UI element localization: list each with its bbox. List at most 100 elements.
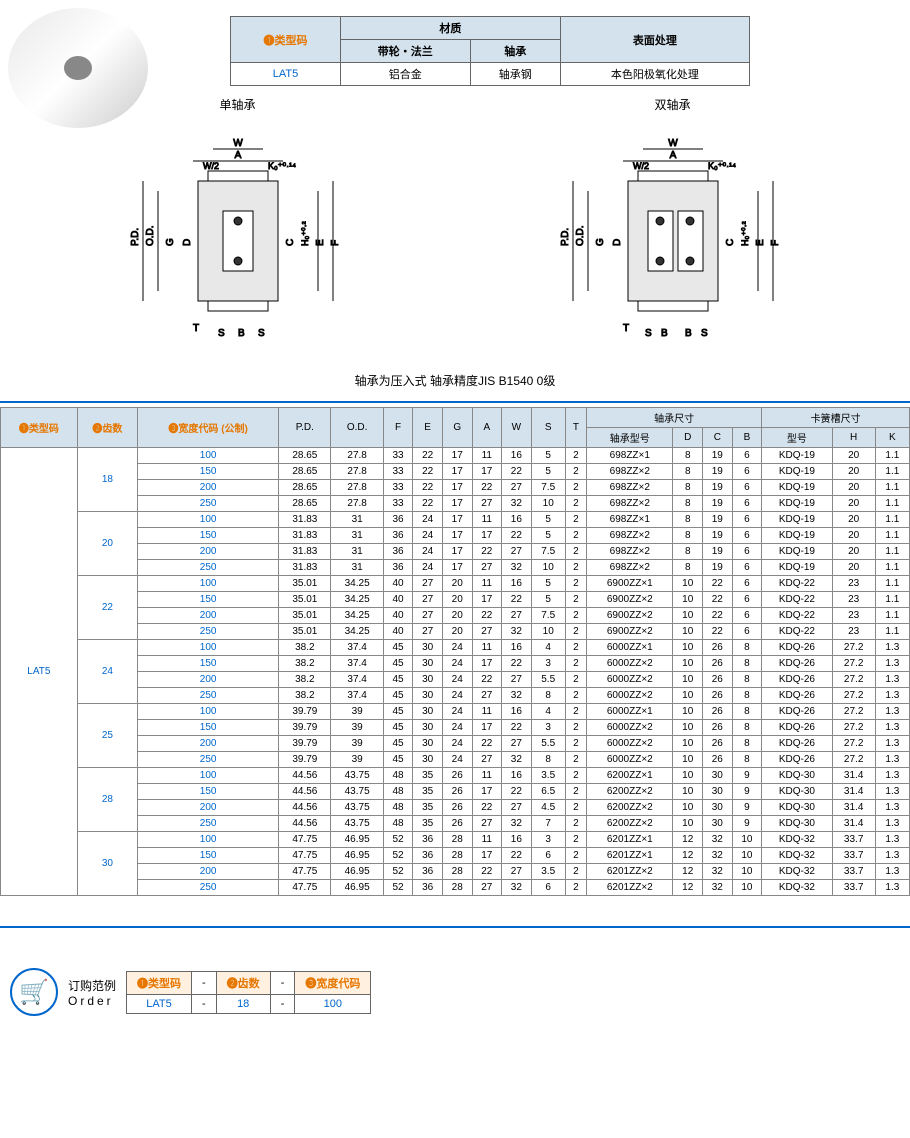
data-cell: KDQ-26: [762, 736, 832, 752]
data-cell: 39.79: [279, 752, 331, 768]
main-table: ❶类型码 ❷齿数 ❸宽度代码 (公制) P.D. O.D. F E G A W …: [0, 407, 910, 896]
data-cell: 33.7: [832, 848, 875, 864]
data-cell: 17: [472, 592, 502, 608]
cart-icon: 🛒: [10, 968, 58, 1016]
h-snap: 卡簧槽尺寸: [762, 408, 910, 428]
data-cell: 27.2: [832, 656, 875, 672]
table-row: 25044.5643.754835262732726200ZZ×210309KD…: [1, 816, 910, 832]
data-cell: 1.3: [875, 752, 909, 768]
data-cell: 34.25: [331, 592, 383, 608]
data-cell: 16: [502, 448, 532, 464]
data-cell: 2: [565, 752, 586, 768]
width-cell: 150: [138, 720, 279, 736]
data-cell: 20: [442, 576, 472, 592]
diagram-title-2: 双轴承: [523, 96, 823, 113]
data-cell: 17: [442, 512, 472, 528]
data-cell: 48: [383, 816, 413, 832]
svg-text:K₀⁺⁰·¹⁴: K₀⁺⁰·¹⁴: [268, 161, 296, 171]
data-cell: 26: [703, 672, 733, 688]
data-cell: 6000ZZ×2: [587, 656, 673, 672]
data-cell: 1.3: [875, 704, 909, 720]
spec-h2b: 轴承: [470, 40, 560, 63]
width-cell: 200: [138, 672, 279, 688]
data-cell: KDQ-32: [762, 848, 832, 864]
data-cell: 36: [413, 864, 443, 880]
data-cell: 27: [413, 624, 443, 640]
data-cell: 1.1: [875, 608, 909, 624]
data-cell: KDQ-22: [762, 624, 832, 640]
data-cell: 31.83: [279, 544, 331, 560]
data-cell: 8: [732, 704, 762, 720]
od3: -: [192, 994, 217, 1013]
data-cell: 6: [732, 624, 762, 640]
data-cell: 1.3: [875, 800, 909, 816]
data-cell: 2: [565, 448, 586, 464]
data-cell: KDQ-32: [762, 832, 832, 848]
data-cell: 22: [472, 864, 502, 880]
data-cell: 2: [565, 608, 586, 624]
data-cell: 30: [703, 784, 733, 800]
data-cell: 9: [732, 784, 762, 800]
data-cell: 10: [732, 832, 762, 848]
data-cell: 24: [413, 512, 443, 528]
data-cell: 6201ZZ×1: [587, 832, 673, 848]
data-cell: 27.2: [832, 688, 875, 704]
data-cell: KDQ-19: [762, 496, 832, 512]
data-cell: 2: [565, 880, 586, 896]
data-cell: 28.65: [279, 496, 331, 512]
data-cell: 27: [472, 496, 502, 512]
data-cell: 10: [673, 736, 703, 752]
data-cell: 1.3: [875, 816, 909, 832]
data-cell: 2: [565, 560, 586, 576]
data-cell: 6200ZZ×2: [587, 784, 673, 800]
data-cell: 1.3: [875, 720, 909, 736]
data-cell: 1.1: [875, 496, 909, 512]
h-b1: 轴承型号: [587, 428, 673, 448]
data-cell: 45: [383, 672, 413, 688]
data-cell: 46.95: [331, 864, 383, 880]
data-cell: 45: [383, 736, 413, 752]
data-cell: 1.1: [875, 624, 909, 640]
width-cell: 200: [138, 736, 279, 752]
data-cell: 39: [331, 720, 383, 736]
data-cell: 27.2: [832, 736, 875, 752]
h-c12: T: [565, 408, 586, 448]
data-cell: 698ZZ×2: [587, 560, 673, 576]
data-cell: 37.4: [331, 640, 383, 656]
data-cell: 24: [442, 704, 472, 720]
data-cell: 16: [502, 576, 532, 592]
data-cell: 27: [502, 480, 532, 496]
data-cell: 52: [383, 832, 413, 848]
data-cell: 26: [703, 688, 733, 704]
data-cell: 24: [442, 752, 472, 768]
data-cell: 6900ZZ×2: [587, 592, 673, 608]
data-cell: 10: [673, 688, 703, 704]
divider: [0, 401, 910, 403]
data-cell: 10: [673, 672, 703, 688]
data-cell: 2: [565, 736, 586, 752]
data-cell: 8: [673, 544, 703, 560]
svg-text:P.D.: P.D.: [130, 228, 141, 246]
data-cell: 1.1: [875, 448, 909, 464]
data-cell: KDQ-30: [762, 784, 832, 800]
od2: -: [270, 971, 295, 994]
od4: -: [270, 994, 295, 1013]
width-cell: 150: [138, 784, 279, 800]
data-cell: KDQ-22: [762, 608, 832, 624]
type-code-cell: LAT5: [1, 448, 78, 896]
data-cell: 35: [413, 816, 443, 832]
data-cell: 16: [502, 512, 532, 528]
data-cell: 1.3: [875, 784, 909, 800]
data-cell: 1.1: [875, 560, 909, 576]
data-cell: 45: [383, 720, 413, 736]
data-cell: 27: [413, 608, 443, 624]
data-cell: KDQ-30: [762, 816, 832, 832]
data-cell: 8: [732, 752, 762, 768]
data-cell: 34.25: [331, 624, 383, 640]
data-cell: 698ZZ×2: [587, 496, 673, 512]
data-cell: 1.3: [875, 640, 909, 656]
data-cell: 32: [502, 880, 532, 896]
data-cell: 6: [732, 512, 762, 528]
data-cell: 27.8: [331, 480, 383, 496]
data-cell: 22: [472, 608, 502, 624]
